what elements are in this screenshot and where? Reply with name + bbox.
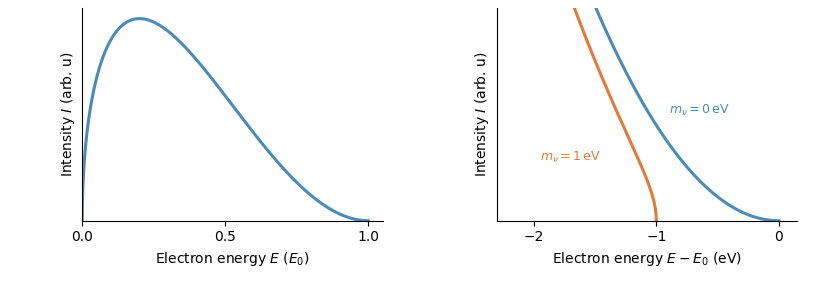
Text: $m_\nu = 0\,\mathrm{eV}$: $m_\nu = 0\,\mathrm{eV}$ (668, 103, 729, 118)
Y-axis label: Intensity $I$ (arb. u): Intensity $I$ (arb. u) (58, 52, 76, 177)
Y-axis label: Intensity $I$ (arb. u): Intensity $I$ (arb. u) (473, 52, 492, 177)
X-axis label: Electron energy $E$ ($E_0$): Electron energy $E$ ($E_0$) (155, 250, 310, 268)
Text: $m_\nu = 1\,\mathrm{eV}$: $m_\nu = 1\,\mathrm{eV}$ (540, 149, 601, 165)
X-axis label: Electron energy $E - E_0$ (eV): Electron energy $E - E_0$ (eV) (552, 250, 742, 268)
